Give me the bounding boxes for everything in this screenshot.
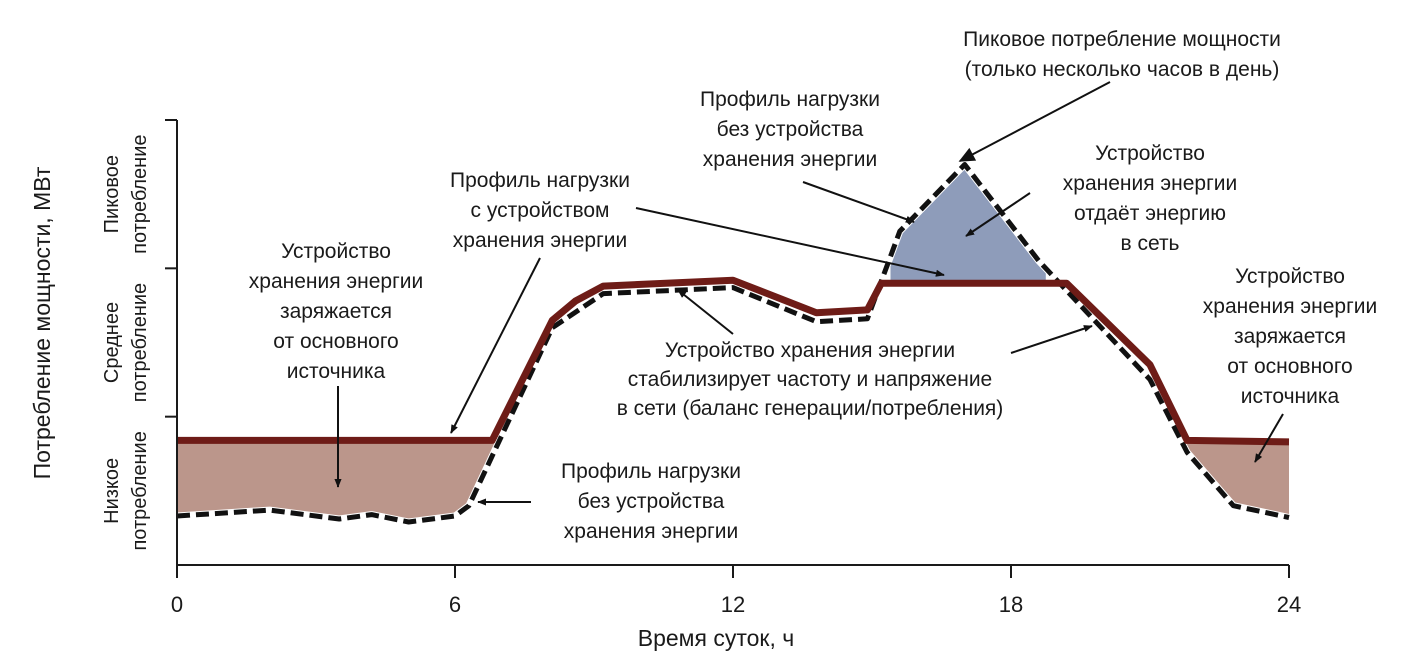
annotation-storage-gives-line: в сеть — [1120, 232, 1179, 255]
annotation-stabilize-line: в сети (баланс генерации/потребления) — [617, 397, 1004, 420]
annotation-profile-without-bottom-halo: без устройства — [578, 490, 725, 513]
y-band-label: потребление — [129, 134, 151, 253]
fills-layer — [177, 164, 1289, 522]
annotation-profile-without-top-line: без устройства — [717, 118, 864, 141]
y-axis-label: Потребление мощности, МВт — [29, 166, 55, 479]
labels-layer: Время суток, ч Потребление мощности, МВт Н… — [29, 26, 1380, 652]
annotation-charge-left-halo: Устройство — [281, 240, 391, 263]
annotation-profile-with-line: Профиль нагрузки — [450, 169, 630, 192]
annotation-charge-left-halo: от основного — [273, 330, 398, 353]
annotation-charge-left-line: заряжается — [280, 300, 392, 323]
annotation-profile-without-top-line: хранения энергии — [703, 148, 877, 171]
annotation-stabilize-line: Устройство хранения энергии — [665, 339, 955, 362]
annotation-storage-gives-line: отдаёт энергию — [1074, 202, 1226, 225]
annotation-charge-right-line: хранения энергии — [1203, 295, 1377, 318]
x-tick-label: 24 — [1277, 592, 1301, 617]
y-band-label: потребление — [129, 283, 151, 402]
x-tick-label: 12 — [721, 592, 745, 617]
annotation-peak-halo: (только несколько часов в день) — [965, 58, 1280, 81]
annotation-stabilize-halo: в сети (баланс генерации/потребления) — [617, 397, 1004, 420]
annotation-profile-with-line: с устройством — [471, 199, 610, 222]
discharge-fill-peak — [890, 164, 1046, 284]
arrow-profile-with-to-line — [450, 257, 541, 434]
annotation-profile-without-top-halo: Профиль нагрузки — [700, 88, 880, 111]
annotation-peak-halo: Пиковое потребление мощности — [963, 28, 1281, 51]
annotation-profile-without-bottom-line: Профиль нагрузки — [561, 460, 741, 483]
annotation-charge-right-halo: от основного — [1227, 355, 1352, 378]
annotation-charge-right-line: от основного — [1227, 355, 1352, 378]
arrow-storage-gives — [965, 192, 1031, 237]
annotation-profile-without-top-halo: без устройства — [717, 118, 864, 141]
annotation-profile-without-bottom-halo: Профиль нагрузки — [561, 460, 741, 483]
annotation-profile-without-bottom-line: без устройства — [578, 490, 725, 513]
arrows-layer — [334, 81, 1284, 506]
annotation-charge-left-halo: хранения энергии — [249, 270, 423, 293]
arrow-peak — [958, 81, 1111, 162]
y-band-label: Пиковое — [101, 155, 123, 233]
annotation-storage-gives-halo: в сеть — [1120, 232, 1179, 255]
annotation-profile-without-bottom-line: хранения энергии — [564, 520, 738, 543]
annotation-storage-gives-line: Устройство — [1095, 142, 1205, 165]
arrow-profile-without-top — [802, 181, 915, 223]
annotation-peak-line: (только несколько часов в день) — [965, 58, 1280, 81]
profile-with-storage-line — [177, 276, 1290, 446]
annotation-charge-left-line: хранения энергии — [249, 270, 423, 293]
annotation-profile-without-bottom-halo: хранения энергии — [564, 520, 738, 543]
annotation-profile-with-halo: с устройством — [471, 199, 610, 222]
arrow-stabilize-left — [677, 289, 734, 335]
annotation-storage-gives-halo: отдаёт энергию — [1074, 202, 1226, 225]
annotation-charge-right-halo: Устройство — [1235, 265, 1345, 288]
annotation-stabilize-line: стабилизирует частоту и напряжение — [628, 368, 992, 391]
x-tick-label: 0 — [171, 592, 183, 617]
annotation-storage-gives-halo: хранения энергии — [1063, 172, 1237, 195]
annotation-charge-left-halo: источника — [287, 360, 386, 383]
arrow-charge-right — [1254, 413, 1284, 463]
annotation-charge-right-line: заряжается — [1234, 325, 1346, 348]
annotation-storage-gives-line: хранения энергии — [1063, 172, 1237, 195]
annotation-charge-right-halo: заряжается — [1234, 325, 1346, 348]
profile-without-storage-line — [176, 162, 1290, 525]
annotation-profile-without-top-halo: хранения энергии — [703, 148, 877, 171]
annotation-charge-right-line: источника — [1241, 385, 1340, 408]
annotation-stabilize-halo: Устройство хранения энергии — [665, 339, 955, 362]
charge-fill-right — [1173, 412, 1289, 518]
arrow-stabilize-right — [1010, 325, 1093, 354]
x-tick-label: 6 — [449, 592, 461, 617]
axes-layer: 0 6 12 18 24 — [165, 119, 1301, 617]
y-band-label: Низкое — [101, 458, 123, 524]
annotation-charge-right-halo: источника — [1241, 385, 1340, 408]
y-band-label: Среднее — [101, 302, 123, 383]
annotation-profile-with-line: хранения энергии — [453, 229, 627, 252]
annotation-peak-line: Пиковое потребление мощности — [963, 28, 1281, 51]
annotation-charge-left-line: от основного — [273, 330, 398, 353]
y-band-label: потребление — [129, 431, 151, 550]
annotation-charge-left-line: Устройство — [281, 240, 391, 263]
annotation-profile-without-top-line: Профиль нагрузки — [700, 88, 880, 111]
arrow-profile-with-to-plateau — [635, 207, 945, 277]
x-axis-label: Время суток, ч — [638, 625, 794, 651]
lines-layer — [176, 161, 1290, 526]
annotation-charge-right-halo: хранения энергии — [1203, 295, 1377, 318]
annotation-charge-left-line: источника — [287, 360, 386, 383]
annotation-profile-with-halo: Профиль нагрузки — [450, 169, 630, 192]
charge-fill-left — [177, 431, 497, 522]
annotation-profile-with-halo: хранения энергии — [453, 229, 627, 252]
annotation-charge-left-halo: заряжается — [280, 300, 392, 323]
annotation-storage-gives-halo: Устройство — [1095, 142, 1205, 165]
annotation-stabilize-halo: стабилизирует частоту и напряжение — [628, 368, 992, 391]
annotation-charge-right-line: Устройство — [1235, 265, 1345, 288]
x-tick-label: 18 — [999, 592, 1023, 617]
